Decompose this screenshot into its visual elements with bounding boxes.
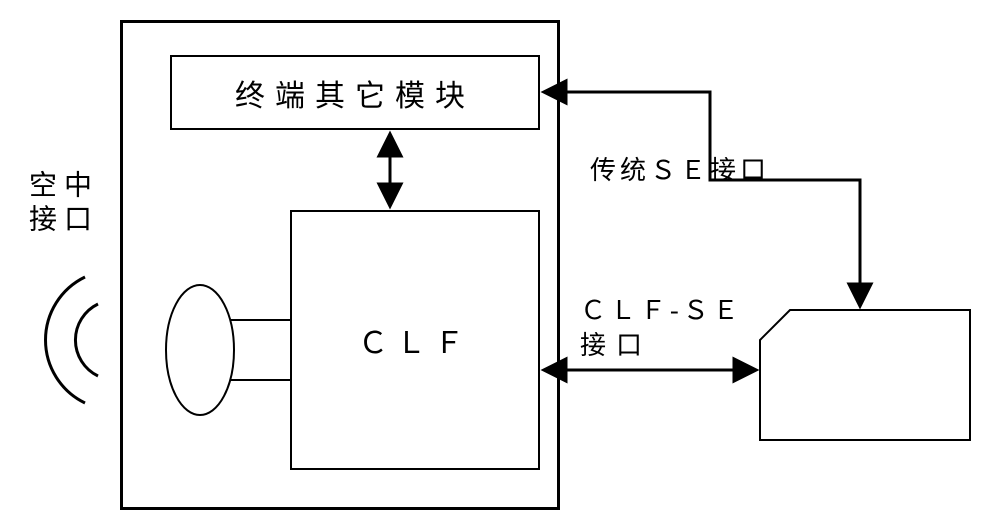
se-label: ＳＥ	[835, 380, 907, 424]
clf-se-label-1: ＣＬＦ-ＳＥ	[580, 290, 743, 327]
air-arc-outer	[46, 277, 85, 403]
antenna-label: 天线	[188, 320, 220, 372]
other-modules-box: 终端其它模块	[170, 55, 540, 130]
traditional-se-label: 传统ＳＥ接口	[590, 150, 770, 187]
air-arc-inner	[75, 304, 98, 376]
other-modules-label: 终端其它模块	[235, 71, 475, 115]
air-interface-label-col2: 中口	[55, 170, 95, 238]
clf-box: ＣＬＦ	[290, 210, 540, 470]
clf-label: ＣＬＦ	[358, 318, 472, 362]
air-interface-label-col1: 空接	[20, 170, 60, 238]
edge-other-to-se	[545, 92, 860, 305]
clf-se-label-2: 接口	[580, 325, 652, 362]
